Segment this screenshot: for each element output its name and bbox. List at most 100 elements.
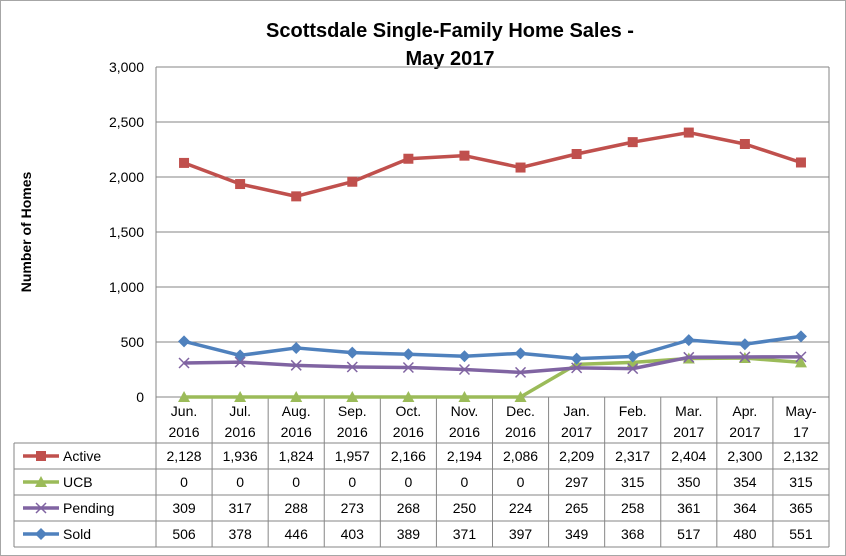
data-point-sold <box>738 338 751 351</box>
legend-key-marker <box>35 476 47 487</box>
category-label-line-2: 17 <box>793 424 809 440</box>
marker-stroke <box>515 366 527 378</box>
category-label-line-1: Sep. <box>338 403 367 419</box>
y-tick-label: 2,500 <box>109 114 144 130</box>
data-label: 371 <box>453 526 477 542</box>
data-point-active <box>739 139 750 149</box>
data-label: 364 <box>733 500 757 516</box>
data-point-active <box>515 162 526 173</box>
legend-key-active <box>23 451 59 461</box>
data-point-pending <box>458 363 470 376</box>
data-label: 273 <box>341 500 365 516</box>
data-point-sold <box>402 348 415 361</box>
data-point-active <box>795 157 806 168</box>
legend-key-marker <box>35 502 47 514</box>
y-tick-label: 1,000 <box>109 279 144 295</box>
series-active <box>179 127 806 202</box>
data-label: 361 <box>677 500 701 516</box>
legend-label-ucb: UCB <box>63 474 93 490</box>
marker-stroke <box>683 351 695 363</box>
marker-stroke <box>571 362 583 374</box>
data-point-sold <box>234 349 247 362</box>
series-layer <box>178 127 807 402</box>
category-label-line-1: May- <box>785 403 816 419</box>
data-label: 0 <box>404 474 412 490</box>
data-point-ucb <box>794 356 807 368</box>
series-line-sold <box>183 334 802 361</box>
data-point-pending <box>683 351 695 363</box>
data-point-active <box>347 176 358 187</box>
data-point-sold <box>794 330 807 343</box>
category-label-line-1: Oct. <box>396 403 422 419</box>
series-ucb <box>178 352 807 402</box>
data-point-ucb <box>458 391 471 402</box>
data-label: 1,936 <box>223 448 258 464</box>
data-point-sold <box>178 335 191 348</box>
category-label-line-2: 2016 <box>225 424 256 440</box>
data-point-sold <box>570 352 583 365</box>
data-label: 2,404 <box>671 448 706 464</box>
data-label: 315 <box>621 474 645 490</box>
data-label: 2,132 <box>783 448 818 464</box>
data-label: 350 <box>677 474 701 490</box>
data-label: 0 <box>292 474 300 490</box>
data-point-pending <box>402 361 414 374</box>
category-label-line-1: Nov. <box>451 403 479 419</box>
category-label-line-2: 2016 <box>393 424 424 440</box>
data-point-ucb <box>178 391 191 402</box>
data-point-ucb <box>234 391 247 402</box>
data-label: 0 <box>348 474 356 490</box>
data-label: 403 <box>341 526 365 542</box>
marker-stroke <box>458 363 470 376</box>
marker-stroke <box>35 502 47 514</box>
y-tick-label: 500 <box>121 334 145 350</box>
marker-stroke <box>795 351 807 363</box>
data-table: Jun. 2016 Jul. 2016 Aug. 2016 Sep. 2016 Oct. 2016… <box>13 397 830 548</box>
data-point-sold <box>514 347 527 360</box>
data-label: 480 <box>733 526 757 542</box>
category-label-line-2: 2016 <box>449 424 480 440</box>
data-point-pending <box>795 351 807 363</box>
category-label-line-2: 2017 <box>617 424 648 440</box>
data-point-pending <box>290 359 302 371</box>
legend-key-sold <box>23 528 59 540</box>
category-label-line-1: Jan. <box>563 403 589 419</box>
y-tick-label: 3,000 <box>109 59 144 75</box>
marker-stroke <box>739 351 751 363</box>
data-label: 315 <box>789 474 813 490</box>
data-point-active <box>235 179 246 190</box>
legend-key-marker <box>35 528 47 540</box>
data-point-ucb <box>290 391 303 402</box>
data-point-sold <box>346 346 359 359</box>
y-axis-ticks: 0 500 1,000 1,500 2,000 2,500 3,000 <box>109 59 144 405</box>
legend-key-marker <box>36 451 46 461</box>
legend-label-sold: Sold <box>63 526 91 542</box>
category-label-line-1: Aug. <box>282 403 311 419</box>
data-label: 446 <box>285 526 309 542</box>
data-point-pending <box>234 356 246 368</box>
legend-label-active: Active <box>63 448 101 464</box>
legend-key-pending <box>23 502 59 514</box>
data-label: 349 <box>565 526 589 542</box>
data-point-ucb <box>402 391 415 402</box>
marker-stroke <box>290 359 302 371</box>
category-label-line-2: 2017 <box>729 424 760 440</box>
data-point-pending <box>178 357 190 369</box>
data-point-pending <box>627 363 639 375</box>
data-label: 506 <box>172 526 196 542</box>
data-label: 2,209 <box>559 448 594 464</box>
category-label-line-1: Feb. <box>619 403 647 419</box>
data-point-active <box>627 137 638 148</box>
data-point-pending <box>346 361 358 373</box>
data-point-pending <box>739 351 751 363</box>
data-point-sold <box>682 334 695 347</box>
data-label: 517 <box>677 526 701 542</box>
data-point-sold <box>458 350 471 363</box>
y-tick-label: 0 <box>136 389 144 405</box>
data-point-active <box>459 150 470 161</box>
category-label-line-2: 2016 <box>281 424 312 440</box>
category-label-line-1: Jul. <box>229 403 251 419</box>
data-label: 365 <box>789 500 813 516</box>
